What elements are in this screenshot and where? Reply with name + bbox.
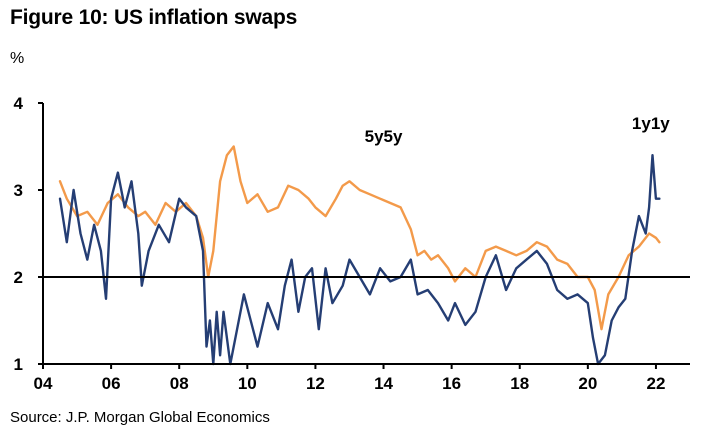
x-tick-label: 14	[374, 374, 393, 393]
series-label-5y5y: 5y5y	[365, 127, 403, 146]
series-lines-layer	[58, 145, 661, 366]
y-tick-label: 2	[14, 268, 23, 287]
x-tick-label: 12	[306, 374, 325, 393]
y-tick-label: 1	[14, 355, 23, 374]
y-tick-label: 4	[14, 94, 24, 113]
figure-title: Figure 10: US inflation swaps	[10, 6, 298, 29]
y-tick-label: 3	[14, 181, 23, 200]
x-tick-label: 06	[102, 374, 121, 393]
series-line-1y1y	[58, 153, 661, 366]
x-tick-label: 08	[170, 374, 189, 393]
x-tick-label: 18	[510, 374, 529, 393]
source-note: Source: J.P. Morgan Global Economics	[10, 409, 270, 426]
x-tick-label: 04	[34, 374, 53, 393]
x-tick-label: 10	[238, 374, 257, 393]
x-tick-label: 20	[578, 374, 597, 393]
series-label-1y1y: 1y1y	[632, 114, 670, 133]
x-tick-label: 22	[646, 374, 665, 393]
series-line-5y5y	[58, 145, 661, 331]
x-tick-label: 16	[442, 374, 461, 393]
y-axis-unit-label: %	[10, 50, 25, 67]
axes-layer	[38, 102, 690, 369]
